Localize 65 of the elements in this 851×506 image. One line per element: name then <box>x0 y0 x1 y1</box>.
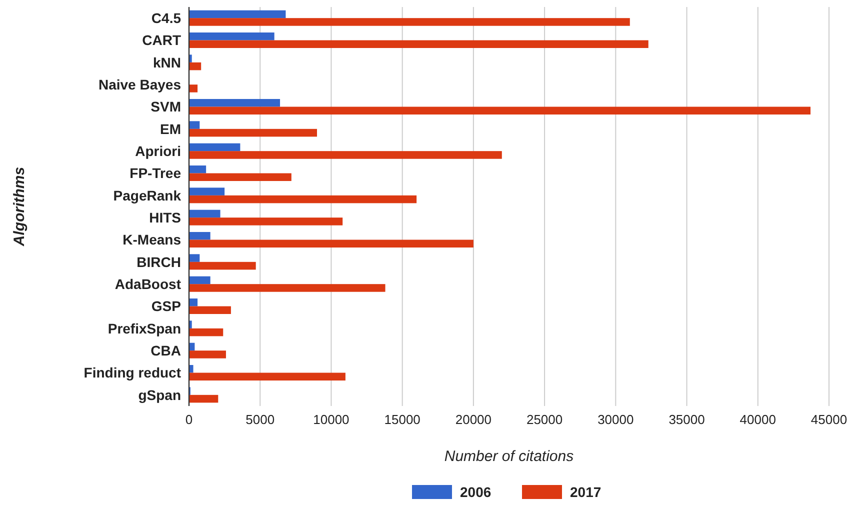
legend-label: 2006 <box>460 484 492 500</box>
bar <box>189 32 274 40</box>
x-tick-label: 45000 <box>810 412 848 427</box>
x-tick-label: 20000 <box>455 412 492 427</box>
y-axis-title: Algorithms <box>11 166 28 248</box>
y-tick-label: FP-Tree <box>130 165 182 182</box>
x-tick-label: 15000 <box>384 412 420 427</box>
y-tick-label: SVM <box>150 98 181 115</box>
bar <box>189 18 630 26</box>
bar <box>189 128 317 137</box>
bar <box>189 165 206 174</box>
x-tick-label: 5000 <box>246 412 275 427</box>
bar <box>189 188 225 196</box>
y-tick-label: CART <box>142 32 182 48</box>
bar <box>189 40 648 48</box>
x-tick-label: 35000 <box>668 412 705 427</box>
x-tick-label: 30000 <box>598 412 634 427</box>
x-tick-label: 0 <box>185 412 193 427</box>
bar <box>189 328 224 336</box>
x-tick-label: 25000 <box>526 412 563 427</box>
bar <box>189 232 210 240</box>
y-tick-label: PrefixSpan <box>108 320 181 336</box>
y-tick-label: C4.5 <box>151 10 182 26</box>
bar <box>189 151 502 159</box>
y-tick-label: EM <box>160 120 181 137</box>
bar <box>189 173 292 182</box>
x-tick-label: 40000 <box>740 412 776 427</box>
bar <box>189 262 256 270</box>
y-tick-label: HITS <box>149 209 181 226</box>
bar <box>189 306 231 314</box>
y-tick-label: Naive Bayes <box>98 76 182 92</box>
y-tick-label: BIRCH <box>136 254 181 270</box>
y-tick-label: kNN <box>152 54 181 70</box>
y-tick-label: Finding reduct <box>84 364 182 381</box>
bar <box>189 394 218 403</box>
bar <box>189 298 198 306</box>
bar <box>189 84 198 92</box>
bar <box>189 106 811 115</box>
bar <box>189 10 286 18</box>
bar <box>189 143 240 152</box>
bar <box>189 364 194 373</box>
y-tick-label: gSpan <box>138 386 181 403</box>
legend-label: 2017 <box>570 484 602 500</box>
bar <box>189 350 226 358</box>
bar <box>189 62 202 70</box>
y-tick-label: AdaBoost <box>114 276 182 292</box>
bar <box>189 210 220 218</box>
bar <box>189 121 200 129</box>
y-tick-label: K-Means <box>122 232 182 248</box>
bar <box>189 276 210 284</box>
y-tick-label: PageRank <box>113 187 182 204</box>
bar <box>189 372 346 381</box>
y-tick-label: GSP <box>151 298 181 314</box>
bar <box>189 240 474 248</box>
bar <box>189 254 200 262</box>
bar <box>189 54 192 62</box>
x-tick-label: 10000 <box>313 412 350 427</box>
bar <box>189 98 280 107</box>
bar <box>189 195 417 204</box>
y-tick-label: CBA <box>150 342 181 358</box>
bar <box>189 284 386 292</box>
bar <box>189 320 192 328</box>
y-tick-label: Apriori <box>135 142 181 159</box>
x-axis-title: Number of citations <box>444 448 574 465</box>
bar <box>189 218 343 226</box>
